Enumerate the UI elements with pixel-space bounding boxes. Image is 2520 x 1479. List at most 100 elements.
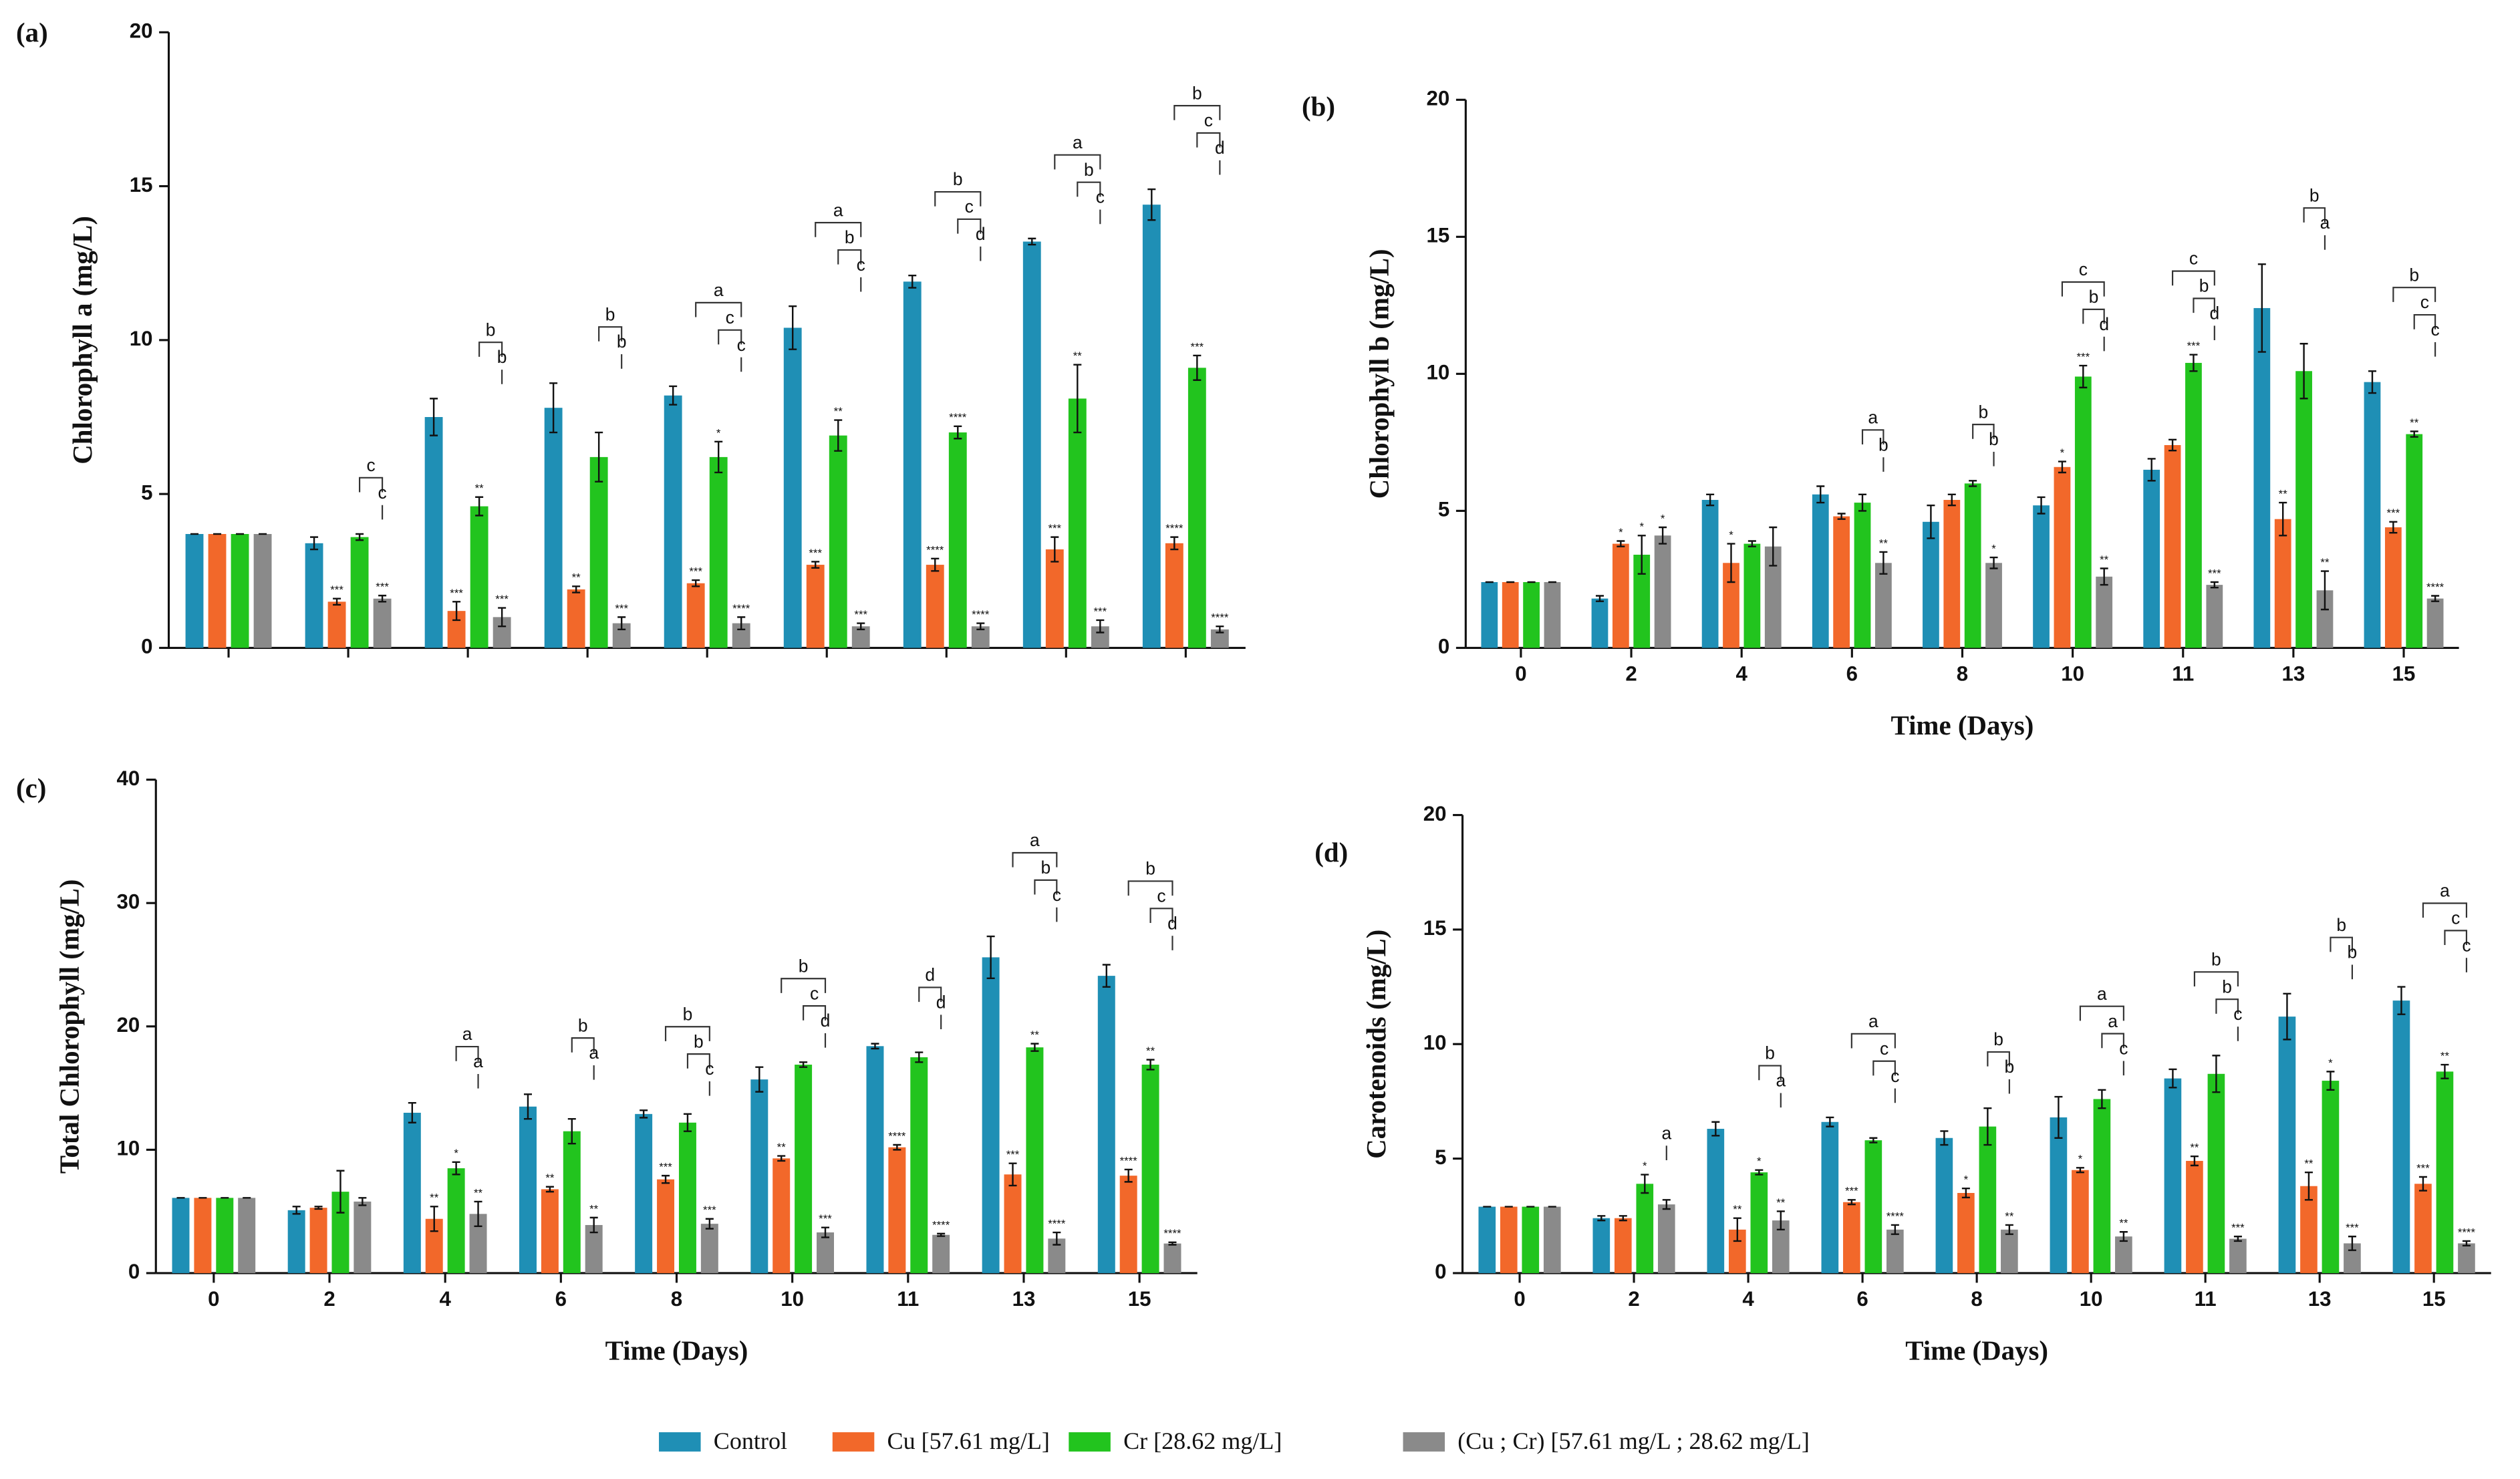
bracket-letter: b <box>486 319 496 340</box>
error-bar <box>310 536 319 551</box>
error-bar <box>799 1061 808 1068</box>
error-bar <box>2368 370 2376 394</box>
error-bar <box>292 1206 301 1215</box>
bar <box>2186 1161 2203 1273</box>
significance-stars: * <box>1757 1155 1762 1168</box>
error-bar <box>811 561 820 569</box>
bracket-letter: c <box>378 483 386 503</box>
error-bar <box>2389 521 2398 534</box>
error-bar <box>2037 496 2046 515</box>
significance-stars: **** <box>926 543 944 556</box>
significance-stars: *** <box>1845 1185 1858 1198</box>
bracket-letter: b <box>694 1031 704 1051</box>
bar <box>948 432 967 648</box>
error-bar <box>789 305 797 350</box>
significance-stars: ** <box>777 1141 787 1154</box>
error-bar <box>452 1161 460 1176</box>
bracket-letter: a <box>2440 881 2450 901</box>
error-bar <box>1617 540 1625 547</box>
error-bar <box>314 1206 323 1210</box>
x-tick-label: 15 <box>2392 662 2416 686</box>
x-tick-label: 11 <box>2172 662 2194 686</box>
error-bar <box>1837 513 1846 520</box>
error-bar <box>1216 625 1224 634</box>
bar <box>2436 1071 2454 1273</box>
bracket-letter: c <box>1096 187 1105 207</box>
bar <box>567 589 585 648</box>
bracket <box>2101 1033 2124 1049</box>
significance-stars: *** <box>450 587 463 599</box>
error-bar <box>2320 570 2329 611</box>
significance-stars: *** <box>376 581 389 593</box>
significance-stars: *** <box>659 1161 672 1174</box>
bar <box>2274 519 2291 648</box>
significance-stars: *** <box>2387 507 2400 519</box>
bar <box>287 1210 305 1273</box>
bar <box>2072 1170 2089 1273</box>
error-bar <box>2212 1055 2221 1093</box>
error-bar <box>2147 458 2156 482</box>
error-bar <box>871 1043 879 1050</box>
x-tick-label: 6 <box>555 1287 567 1311</box>
error-bar <box>452 601 461 622</box>
bracket-letter: b <box>1041 857 1051 878</box>
error-bar <box>857 622 865 630</box>
bar <box>1654 535 1671 648</box>
bar <box>888 1147 906 1273</box>
bracket-letter: a <box>462 1024 472 1044</box>
bar <box>982 957 1000 1273</box>
legend-label: Cr [28.62 mg/L] <box>1123 1428 1282 1454</box>
y-tick-label: 40 <box>116 767 140 790</box>
bar <box>2001 1229 2018 1273</box>
x-tick-label: 2 <box>323 1287 335 1311</box>
x-tick-label: 13 <box>1012 1287 1036 1311</box>
bracket-letter: b <box>2199 276 2209 296</box>
bar <box>806 565 825 648</box>
bracket <box>1127 880 1173 896</box>
bar <box>2229 1238 2247 1273</box>
bracket-letter: a <box>2097 984 2107 1004</box>
x-axis-title: Time (Days) <box>1891 710 2034 741</box>
error-bar <box>356 533 364 541</box>
bar <box>1943 499 1961 648</box>
error-bar <box>2431 595 2440 602</box>
error-bar <box>1879 551 1888 575</box>
bracket <box>2303 207 2326 223</box>
bar <box>2050 1117 2068 1273</box>
significance-stars: ** <box>474 1186 483 1199</box>
bracket-letter: c <box>965 196 974 217</box>
error-bar <box>1146 1059 1155 1071</box>
bracket-letter: b <box>2348 942 2358 962</box>
error-bar <box>589 1216 598 1234</box>
bracket-letter: c <box>810 983 819 1003</box>
bar <box>2458 1243 2475 1273</box>
y-tick-label: 10 <box>1423 1031 1447 1054</box>
bracket <box>1196 132 1221 148</box>
x-tick-label: 8 <box>1957 662 1968 686</box>
bar <box>1957 1193 1975 1273</box>
bracket-letter: b <box>2089 287 2099 307</box>
error-bar <box>1168 1241 1177 1246</box>
bar <box>2253 307 2271 648</box>
bar <box>350 537 369 648</box>
legend-swatch <box>832 1432 875 1452</box>
bar <box>1591 598 1608 648</box>
error-bar <box>1747 540 1756 547</box>
bracket-letter: c <box>1053 885 1061 905</box>
bar <box>1985 563 2002 648</box>
error-bar <box>430 1206 438 1232</box>
bar <box>1614 1218 1632 1273</box>
bar <box>253 534 272 648</box>
bracket-letter: b <box>497 347 507 367</box>
significance-stars: *** <box>2187 340 2201 352</box>
bar <box>194 1198 212 1273</box>
significance-stars: ** <box>2190 1141 2199 1154</box>
error-bar <box>1733 1217 1741 1242</box>
bracket <box>815 222 862 237</box>
bracket-letter: b <box>605 304 615 324</box>
error-bar <box>937 1232 946 1237</box>
significance-stars: ** <box>1733 1203 1742 1216</box>
significance-stars: *** <box>1048 522 1061 535</box>
bar <box>709 456 728 648</box>
bar <box>903 281 922 648</box>
